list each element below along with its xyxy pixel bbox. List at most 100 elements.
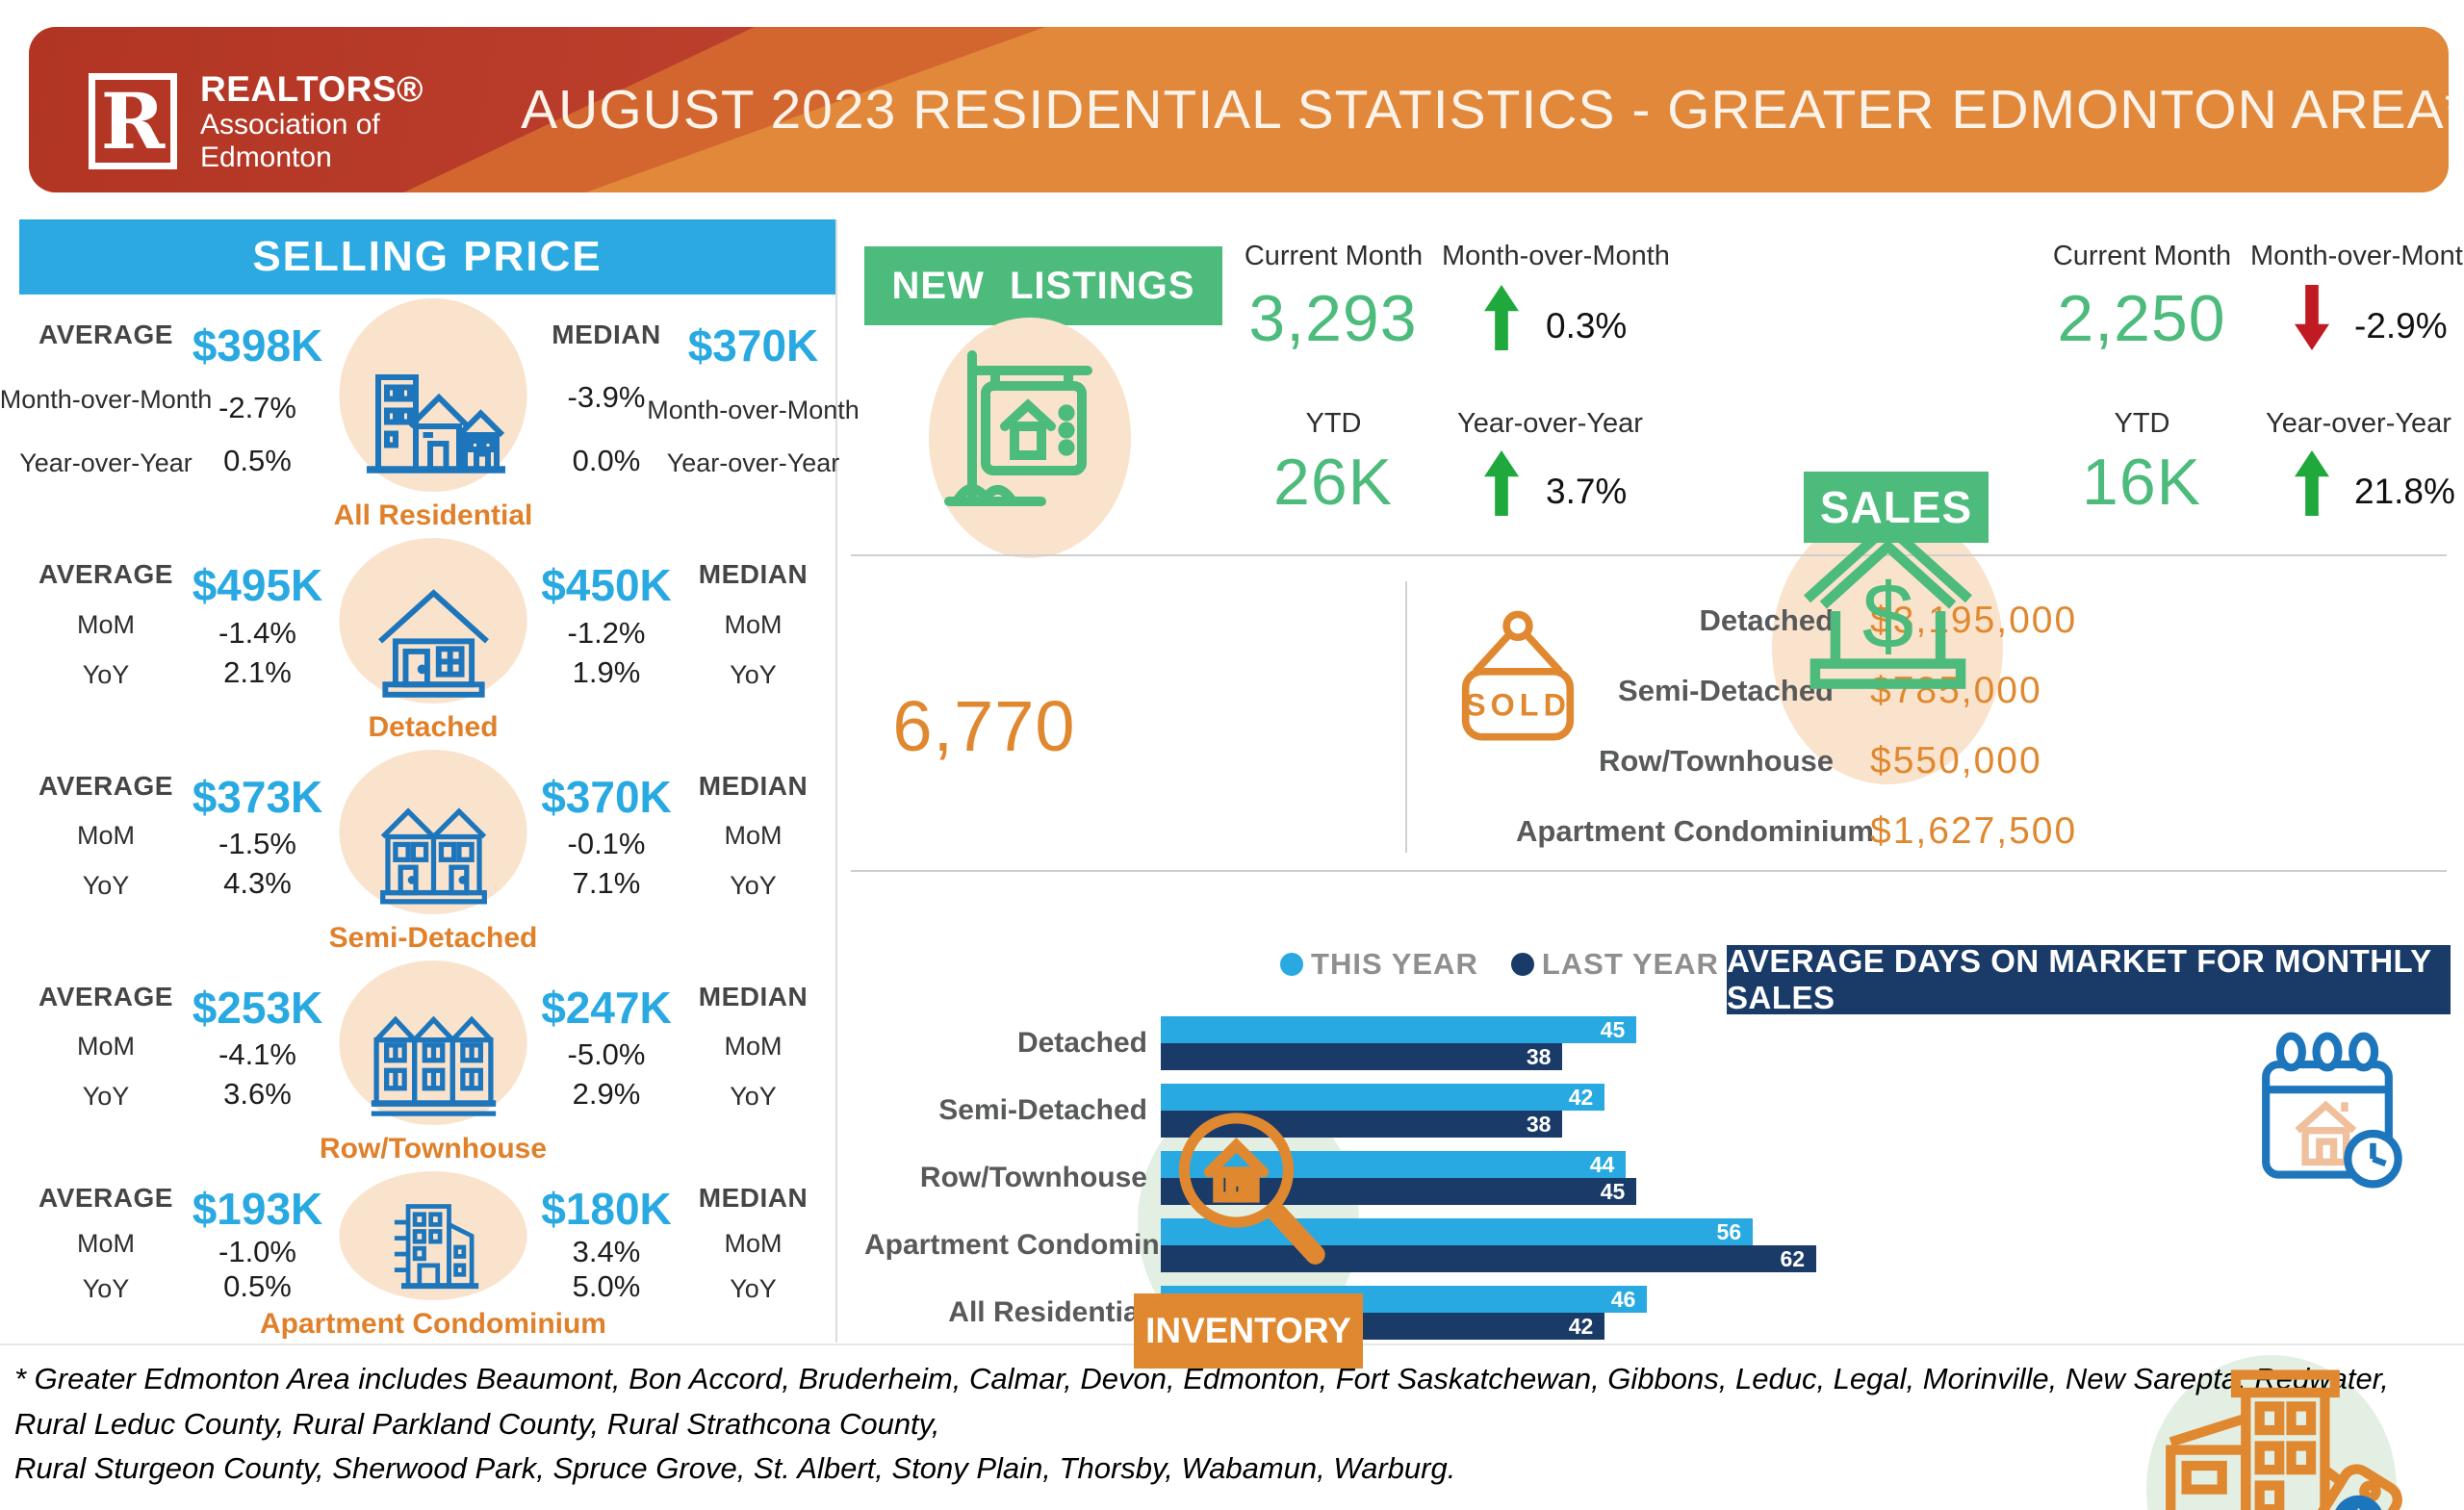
- values-left: $253K -4.1% 3.6%: [192, 957, 323, 1167]
- up-arrow-icon: [1484, 450, 1519, 516]
- sales-current-month-label: Current Month: [2052, 241, 2232, 271]
- labels-left: AVERAGE Month-over-Month Year-over-Year: [0, 294, 212, 534]
- sales-icon-wrap: $: [1767, 510, 2008, 787]
- chart-legend: THIS YEAR LAST YEAR: [1163, 947, 1836, 982]
- detached-house-icon: [377, 588, 489, 698]
- logo-text: REALTORS® Association of Edmonton: [200, 69, 424, 174]
- labels-right: $370K Month-over-Month Year-over-Year: [647, 294, 860, 534]
- high-rollers-price-row-townhouse: $550,000: [1870, 739, 2042, 781]
- sold-hanging-sign-icon: SOLD: [1461, 610, 1575, 741]
- new-listings-yoy-label: Year-over-Year: [1457, 408, 1643, 439]
- bar-this-year-apartment-condominium: 56: [1161, 1218, 1754, 1245]
- average-label: AVERAGE: [38, 320, 173, 349]
- property-type-label: Apartment Condominium: [260, 1308, 606, 1341]
- bar-value-label: 56: [1716, 1218, 1742, 1244]
- bar-value-label: 45: [1600, 1016, 1626, 1042]
- median-price: $450K: [541, 560, 672, 611]
- values-right: $247K -5.0% 2.9%: [541, 957, 672, 1167]
- footnote-line1: * Greater Edmonton Area includes Beaumon…: [14, 1362, 2389, 1441]
- chart-bars: 45 38: [1161, 1016, 1848, 1070]
- logo-mark-letter: R: [100, 76, 166, 167]
- mom-label: MoM: [724, 821, 783, 851]
- mom-label: MoM: [724, 1229, 783, 1259]
- average-price: $495K: [192, 560, 323, 611]
- down-arrow-icon: [2295, 285, 2329, 350]
- sales-ytd-label: YTD: [2114, 408, 2170, 439]
- new-listings-yoy-value: 3.7%: [1546, 472, 1628, 511]
- median-yoy: 7.1%: [572, 865, 641, 900]
- selling-price-panel: SELLING PRICE AVERAGE Month-over-Month Y…: [0, 219, 860, 1343]
- footnote: * Greater Edmonton Area includes Beaumon…: [14, 1357, 2451, 1492]
- average-price: $253K: [192, 982, 323, 1033]
- median-price: $180K: [541, 1184, 672, 1235]
- yoy-label: YoY: [730, 1274, 777, 1304]
- median-mom: -0.1%: [567, 827, 646, 861]
- sold-sign-text: SOLD: [1465, 688, 1571, 723]
- bar-this-year-detached: 45: [1161, 1016, 1637, 1043]
- values-right: $180K 3.4% 5.0%: [541, 1167, 672, 1343]
- average-mom: -4.1%: [218, 1037, 296, 1072]
- bar-value-label: 62: [1780, 1245, 1806, 1271]
- inventory-header: INVENTORY: [1134, 1293, 1363, 1369]
- high-rollers-label-apartment-condominium: Apartment Condominium: [1516, 813, 1874, 848]
- legend-item-last-year: LAST YEAR: [1510, 947, 1719, 982]
- high-rollers-label-detached: Detached: [1699, 602, 1834, 637]
- property-icon-cell: Apartment Condominium: [260, 1167, 606, 1343]
- labels-left: AVERAGE MoM YoY: [19, 746, 192, 957]
- median-price: $247K: [541, 982, 672, 1033]
- selling-price-row-apartment-condominium: AVERAGE MoM YoY $193K -1.0% 0.5%: [19, 1167, 835, 1343]
- svg-text:$: $: [2348, 1503, 2369, 1510]
- house-dollar-icon: $: [1803, 519, 1972, 689]
- bar-this-year-row-townhouse: 44: [1161, 1151, 1627, 1178]
- section-divider: [851, 870, 2447, 872]
- header: R REALTORS® Association of Edmonton AUGU…: [29, 27, 2449, 192]
- icon-bubble: [339, 538, 527, 704]
- high-rollers-icon-wrap: $ HIGH ROLLERS: [2110, 1355, 2433, 1510]
- chart-category-label: All Residential: [948, 1296, 1147, 1328]
- bar-this-year-semi-detached: 42: [1161, 1084, 1605, 1111]
- property-icon-cell: All Residential: [322, 294, 544, 534]
- svg-text:$: $: [1861, 565, 1913, 668]
- values-right: $370K -0.1% 7.1%: [541, 746, 672, 957]
- property-icon-cell: Row/Townhouse: [319, 957, 548, 1167]
- residential-buildings-icon: [367, 374, 505, 474]
- selling-price-row-row-townhouse: AVERAGE MoM YoY $253K -4.1% 3.6%: [19, 957, 835, 1167]
- values-left: $373K -1.5% 4.3%: [192, 746, 323, 957]
- mom-label: Month-over-Month: [647, 395, 860, 424]
- realtors-logo: R REALTORS® Association of Edmonton: [89, 69, 424, 174]
- row-townhouse-icon: [371, 1015, 496, 1116]
- sold-sign-wrap: SOLD: [1436, 606, 1600, 789]
- footnote-line2: Rural Sturgeon County, Sherwood Park, Sp…: [14, 1451, 1456, 1485]
- sales-current-month-value: 2,250: [2057, 282, 2226, 355]
- new-listings-ytd-value: 26K: [1273, 446, 1393, 519]
- chart-category-label: Row/Townhouse: [919, 1162, 1147, 1193]
- average-label: AVERAGE: [38, 559, 173, 590]
- high-rollers-label-semi-detached: Semi-Detached: [1618, 673, 1834, 707]
- property-type-label: Detached: [368, 710, 499, 743]
- median-mom: 3.4%: [572, 1235, 641, 1269]
- high-rollers-price-detached: $3,195,000: [1870, 599, 2078, 641]
- up-arrow-icon: [2295, 450, 2329, 516]
- property-type-label: Row/Townhouse: [319, 1133, 548, 1165]
- logo-line1: REALTORS®: [200, 69, 424, 109]
- median-price: $370K: [541, 771, 672, 822]
- yoy-label: YoY: [82, 1082, 130, 1111]
- chart-row-row-townhouse: Row/Townhouse 44 45: [864, 1151, 1848, 1205]
- median-mom: -5.0%: [567, 1037, 646, 1072]
- average-yoy: 4.3%: [223, 865, 292, 900]
- legend-label-last-year: LAST YEAR: [1541, 947, 1719, 981]
- high-rollers-row: Row/Townhouse $550,000: [1516, 726, 2093, 796]
- yoy-label: YoY: [730, 870, 777, 900]
- mom-label: MoM: [724, 609, 783, 639]
- values-left: $193K -1.0% 0.5%: [192, 1167, 323, 1343]
- average-yoy: 0.5%: [223, 1269, 292, 1304]
- labels-left: AVERAGE MoM YoY: [19, 534, 192, 745]
- logo-line3: Edmonton: [200, 141, 332, 174]
- sales-ytd-value: 16K: [2082, 446, 2201, 519]
- yoy-label: YoY: [730, 1082, 777, 1111]
- new-listings-current-month-label: Current Month: [1244, 241, 1424, 271]
- days-on-market-title: AVERAGE DAYS ON MARKET FOR MONTHLY SALES: [1727, 943, 2451, 1015]
- median-label: MEDIAN: [698, 559, 808, 590]
- median-yoy: 1.9%: [572, 654, 641, 689]
